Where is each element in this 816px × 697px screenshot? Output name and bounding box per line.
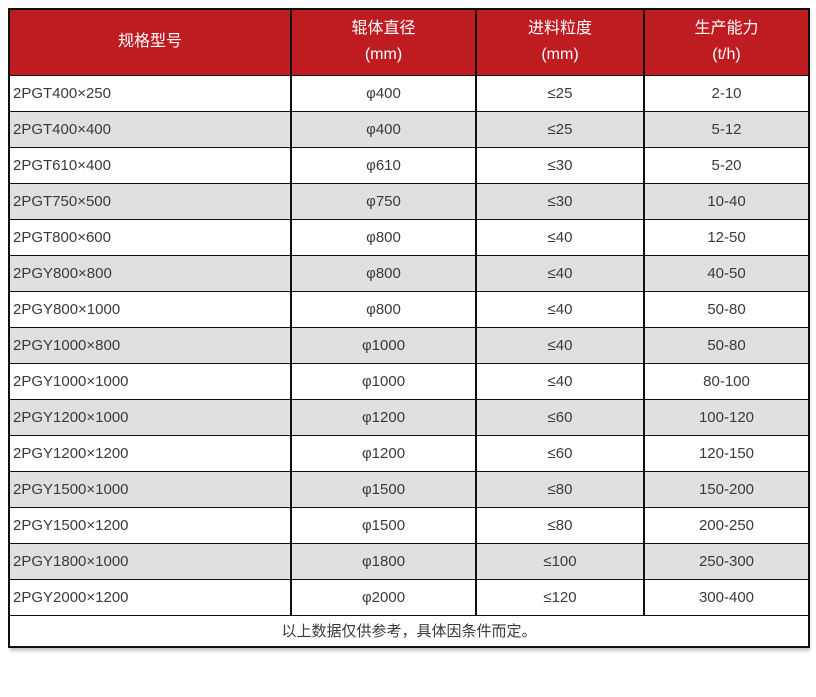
cell-feed-size: ≤25 [475, 74, 645, 112]
col-header-feed-size-label: 进料粒度 [527, 20, 592, 38]
cell-roller-diameter: φ1800 [290, 542, 477, 580]
cell-feed-size: ≤40 [475, 290, 645, 328]
footnote-text: 以上数据仅供参考，具体因条件而定。 [8, 614, 810, 648]
cell-capacity: 100-120 [643, 398, 810, 436]
table-row: 2PGY1500×1000 φ1500 ≤80 150-200 [8, 470, 810, 508]
table-row: 2PGY1200×1200 φ1200 ≤60 120-150 [8, 434, 810, 472]
cell-capacity: 12-50 [643, 218, 810, 256]
cell-roller-diameter: φ1200 [290, 398, 477, 436]
table-row: 2PGT400×400 φ400 ≤25 5-12 [8, 110, 810, 148]
table-row: 2PGT800×600 φ800 ≤40 12-50 [8, 218, 810, 256]
cell-capacity: 150-200 [643, 470, 810, 508]
cell-roller-diameter: φ2000 [290, 578, 477, 616]
table-row: 2PGY2000×1200 φ2000 ≤120 300-400 [8, 578, 810, 616]
col-header-capacity: 生产能力 (t/h) [643, 8, 810, 76]
cell-model: 2PGT610×400 [8, 146, 292, 184]
cell-roller-diameter: φ800 [290, 254, 477, 292]
table-row: 2PGY800×1000 φ800 ≤40 50-80 [8, 290, 810, 328]
cell-model: 2PGT750×500 [8, 182, 292, 220]
cell-feed-size: ≤40 [475, 254, 645, 292]
col-header-model-label: 规格型号 [117, 33, 182, 51]
cell-roller-diameter: φ1000 [290, 362, 477, 400]
cell-capacity: 40-50 [643, 254, 810, 292]
col-header-feed-size-unit: (mm) [541, 46, 579, 64]
col-header-roller-diameter-label: 辊体直径 [351, 20, 416, 38]
cell-model: 2PGY1200×1200 [8, 434, 292, 472]
cell-feed-size: ≤60 [475, 434, 645, 472]
spec-table: 规格型号 辊体直径 (mm) 进料粒度 (mm) 生产能力 (t/h) 2PGT… [8, 8, 810, 648]
col-header-roller-diameter-unit: (mm) [364, 46, 403, 64]
cell-roller-diameter: φ800 [290, 218, 477, 256]
cell-feed-size: ≤100 [475, 542, 645, 580]
cell-feed-size: ≤60 [475, 398, 645, 436]
cell-model: 2PGT400×250 [8, 74, 292, 112]
cell-roller-diameter: φ610 [290, 146, 477, 184]
cell-feed-size: ≤40 [475, 362, 645, 400]
cell-roller-diameter: φ1500 [290, 470, 477, 508]
cell-model: 2PGY1500×1000 [8, 470, 292, 508]
cell-feed-size: ≤40 [475, 326, 645, 364]
col-header-feed-size: 进料粒度 (mm) [475, 8, 645, 76]
cell-model: 2PGY1000×1000 [8, 362, 292, 400]
cell-capacity: 80-100 [643, 362, 810, 400]
table-row: 2PGY1200×1000 φ1200 ≤60 100-120 [8, 398, 810, 436]
cell-feed-size: ≤80 [475, 506, 645, 544]
cell-model: 2PGY800×1000 [8, 290, 292, 328]
col-header-capacity-unit: (t/h) [712, 46, 741, 64]
cell-model: 2PGY2000×1200 [8, 578, 292, 616]
table-row: 2PGT610×400 φ610 ≤30 5-20 [8, 146, 810, 184]
cell-capacity: 50-80 [643, 290, 810, 328]
cell-roller-diameter: φ400 [290, 74, 477, 112]
cell-capacity: 5-12 [643, 110, 810, 148]
cell-capacity: 10-40 [643, 182, 810, 220]
spec-table-footer: 以上数据仅供参考，具体因条件而定。 [8, 614, 810, 648]
cell-capacity: 120-150 [643, 434, 810, 472]
cell-roller-diameter: φ750 [290, 182, 477, 220]
cell-feed-size: ≤30 [475, 146, 645, 184]
cell-capacity: 5-20 [643, 146, 810, 184]
cell-feed-size: ≤30 [475, 182, 645, 220]
table-row: 2PGY800×800 φ800 ≤40 40-50 [8, 254, 810, 292]
footnote-row: 以上数据仅供参考，具体因条件而定。 [8, 614, 810, 648]
col-header-capacity-label: 生产能力 [694, 20, 759, 38]
cell-model: 2PGY800×800 [8, 254, 292, 292]
table-row: 2PGT750×500 φ750 ≤30 10-40 [8, 182, 810, 220]
table-row: 2PGT400×250 φ400 ≤25 2-10 [8, 74, 810, 112]
cell-model: 2PGY1200×1000 [8, 398, 292, 436]
cell-roller-diameter: φ1200 [290, 434, 477, 472]
cell-model: 2PGY1800×1000 [8, 542, 292, 580]
cell-roller-diameter: φ800 [290, 290, 477, 328]
cell-capacity: 2-10 [643, 74, 810, 112]
table-row: 2PGY1000×800 φ1000 ≤40 50-80 [8, 326, 810, 364]
cell-capacity: 250-300 [643, 542, 810, 580]
table-row: 2PGY1500×1200 φ1500 ≤80 200-250 [8, 506, 810, 544]
cell-feed-size: ≤120 [475, 578, 645, 616]
cell-capacity: 200-250 [643, 506, 810, 544]
col-header-model: 规格型号 [8, 8, 292, 76]
cell-capacity: 50-80 [643, 326, 810, 364]
table-row: 2PGY1800×1000 φ1800 ≤100 250-300 [8, 542, 810, 580]
cell-model: 2PGT400×400 [8, 110, 292, 148]
table-row: 2PGY1000×1000 φ1000 ≤40 80-100 [8, 362, 810, 400]
cell-roller-diameter: φ1000 [290, 326, 477, 364]
cell-model: 2PGT800×600 [8, 218, 292, 256]
cell-capacity: 300-400 [643, 578, 810, 616]
spec-table-container: 规格型号 辊体直径 (mm) 进料粒度 (mm) 生产能力 (t/h) 2PGT… [8, 8, 810, 648]
cell-roller-diameter: φ400 [290, 110, 477, 148]
cell-model: 2PGY1000×800 [8, 326, 292, 364]
spec-table-body: 2PGT400×250 φ400 ≤25 2-10 2PGT400×400 φ4… [8, 74, 810, 616]
cell-roller-diameter: φ1500 [290, 506, 477, 544]
cell-feed-size: ≤80 [475, 470, 645, 508]
cell-model: 2PGY1500×1200 [8, 506, 292, 544]
col-header-roller-diameter: 辊体直径 (mm) [290, 8, 477, 76]
cell-feed-size: ≤25 [475, 110, 645, 148]
header-row: 规格型号 辊体直径 (mm) 进料粒度 (mm) 生产能力 (t/h) [8, 8, 810, 76]
spec-table-header: 规格型号 辊体直径 (mm) 进料粒度 (mm) 生产能力 (t/h) [8, 8, 810, 76]
cell-feed-size: ≤40 [475, 218, 645, 256]
